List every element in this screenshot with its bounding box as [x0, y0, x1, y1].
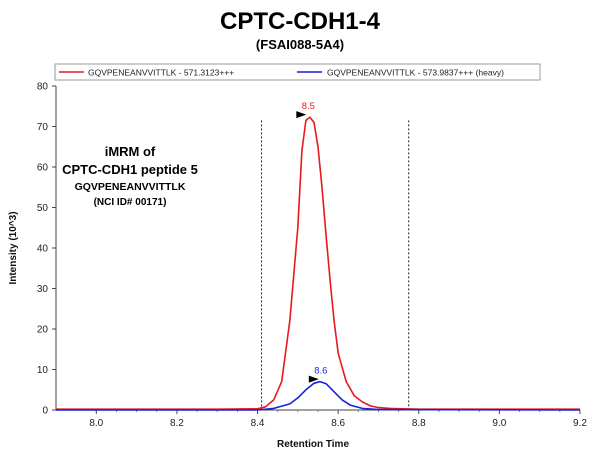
y-tick-label: 20	[37, 325, 49, 336]
peak-label: 8.6	[314, 366, 327, 377]
x-tick-label: 8.8	[412, 418, 426, 429]
peak-marker	[308, 375, 319, 383]
peak-marker	[296, 111, 307, 119]
y-tick-label: 70	[37, 122, 49, 133]
y-tick-label: 40	[37, 244, 49, 255]
annotation-line-1: iMRM of	[105, 144, 156, 159]
chart-title: CPTC-CDH1-4	[219, 8, 380, 35]
series-line-light	[56, 116, 580, 411]
y-tick-label: 60	[37, 163, 49, 174]
y-axis-label: Intensity (10^3)	[8, 211, 19, 284]
x-tick-label: 8.0	[89, 418, 103, 429]
legend-label-heavy: GQVPENEANVVITTLK - 573.9837+++ (heavy)	[327, 68, 504, 78]
x-tick-label: 8.4	[251, 418, 265, 429]
annotation-line-4: (NCI ID# 00171)	[94, 197, 167, 208]
chart-subtitle: (FSAI088-5A4)	[255, 37, 345, 52]
peak-label: 8.5	[302, 101, 315, 112]
y-tick-label: 0	[42, 406, 48, 417]
series-line-heavy	[56, 380, 581, 411]
annotation-line-3: GQVPENEANVVITTLK	[75, 181, 186, 193]
legend-label-light: GQVPENEANVVITTLK - 571.3123+++	[88, 68, 234, 78]
x-tick-label: 8.6	[331, 418, 345, 429]
y-tick-label: 80	[37, 82, 49, 93]
y-tick-label: 30	[37, 284, 49, 295]
x-tick-label: 9.2	[573, 418, 587, 429]
y-tick-label: 50	[37, 203, 49, 214]
x-tick-label: 8.2	[170, 418, 184, 429]
annotation-line-2: CPTC-CDH1 peptide 5	[62, 162, 198, 177]
x-axis-label: Retention Time	[277, 439, 349, 450]
plot-area: 0 10 20 30 40 50 60 70 80 8.0 8.2 8.4 8.6 8.8 9.0 9.2 8.…	[37, 82, 588, 430]
x-tick-label: 9.0	[492, 418, 506, 429]
y-tick-label: 10	[37, 365, 49, 376]
